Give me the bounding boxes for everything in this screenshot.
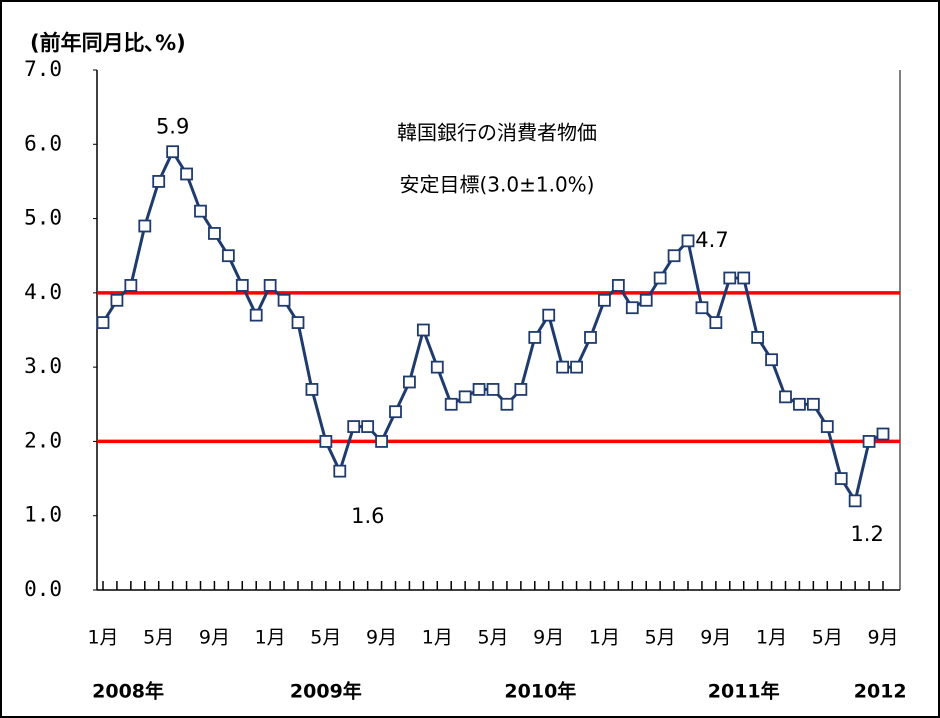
marker xyxy=(611,279,625,292)
y-tick-label: 5.0 xyxy=(24,206,62,230)
marker xyxy=(765,353,778,367)
marker xyxy=(235,279,249,292)
x-tick-label: 1月 xyxy=(255,627,286,649)
x-tick-label: 9月 xyxy=(700,627,731,649)
x-tick-label: 1月 xyxy=(422,627,453,649)
y-tick-label: 0.0 xyxy=(24,577,62,601)
marker xyxy=(848,494,862,508)
marker xyxy=(751,331,765,344)
marker xyxy=(528,331,542,344)
marker xyxy=(793,397,806,411)
marker xyxy=(695,301,709,315)
annotation: 韓国銀行の消費者物価 xyxy=(397,121,597,145)
marker xyxy=(361,420,375,433)
marker xyxy=(305,383,319,396)
marker xyxy=(667,249,681,263)
marker xyxy=(709,316,723,329)
marker xyxy=(124,279,138,292)
y-tick-label: 4.0 xyxy=(24,280,62,304)
marker xyxy=(639,293,653,307)
marker xyxy=(375,435,388,448)
marker xyxy=(194,204,207,218)
x-tick-label: 5月 xyxy=(310,627,341,649)
marker xyxy=(389,405,402,419)
marker xyxy=(180,167,193,181)
marker xyxy=(347,420,361,433)
marker xyxy=(598,293,611,307)
marker xyxy=(277,293,291,307)
y-axis-label: (前年同月比､%) xyxy=(30,31,186,55)
x-tick-label: 1月 xyxy=(756,627,787,649)
marker xyxy=(779,390,792,404)
marker xyxy=(96,316,110,329)
year-label: 2009年 xyxy=(290,680,362,703)
x-tick-label: 5月 xyxy=(812,627,843,649)
marker xyxy=(876,427,890,441)
marker xyxy=(500,397,514,411)
marker xyxy=(486,383,500,396)
marker xyxy=(625,301,639,315)
marker xyxy=(514,383,528,396)
x-tick-label: 1月 xyxy=(589,627,620,649)
y-tick-label: 2.0 xyxy=(24,428,62,452)
marker xyxy=(681,234,695,248)
marker xyxy=(862,435,876,448)
marker xyxy=(166,145,180,159)
y-tick-label: 7.0 xyxy=(24,57,62,81)
marker xyxy=(737,271,751,285)
x-tick-label: 1月 xyxy=(87,627,118,649)
x-tick-label: 9月 xyxy=(199,627,230,649)
x-tick-label: 5月 xyxy=(477,627,508,649)
marker xyxy=(834,472,848,485)
marker xyxy=(430,360,444,374)
marker xyxy=(820,420,834,433)
y-tick-label: 3.0 xyxy=(24,354,62,378)
marker xyxy=(416,323,430,337)
x-tick-label: 9月 xyxy=(867,627,898,649)
year-label: 2010年 xyxy=(504,680,576,703)
marker xyxy=(444,397,458,411)
y-tick-label: 6.0 xyxy=(24,131,62,155)
year-label: 2012 xyxy=(854,681,907,703)
annotation: 安定目標(3.0±1.0%) xyxy=(400,173,595,197)
value-label: 5.9 xyxy=(156,115,189,139)
marker xyxy=(556,360,570,374)
value-label: 1.2 xyxy=(850,522,883,546)
marker xyxy=(333,464,347,478)
value-label: 1.6 xyxy=(351,504,384,528)
marker xyxy=(723,271,737,285)
marker xyxy=(208,227,221,240)
marker xyxy=(472,383,486,396)
year-label: 2008年 xyxy=(92,680,164,703)
marker xyxy=(152,175,166,188)
marker xyxy=(806,397,820,411)
marker xyxy=(263,279,277,292)
marker xyxy=(570,360,583,374)
marker xyxy=(319,435,333,448)
marker xyxy=(110,293,124,307)
value-label: 4.7 xyxy=(695,228,728,252)
x-tick-label: 9月 xyxy=(366,627,397,649)
marker xyxy=(584,331,597,344)
x-tick-label: 9月 xyxy=(533,627,564,649)
x-tick-label: 5月 xyxy=(143,627,174,649)
marker xyxy=(458,390,472,404)
marker xyxy=(542,308,556,322)
year-label: 2011年 xyxy=(708,680,780,703)
marker xyxy=(138,219,152,233)
marker xyxy=(221,249,235,263)
marker xyxy=(653,271,667,285)
y-tick-label: 1.0 xyxy=(24,503,62,527)
x-tick-label: 5月 xyxy=(645,627,676,649)
marker xyxy=(249,308,263,322)
marker xyxy=(291,316,305,329)
marker xyxy=(403,375,416,389)
